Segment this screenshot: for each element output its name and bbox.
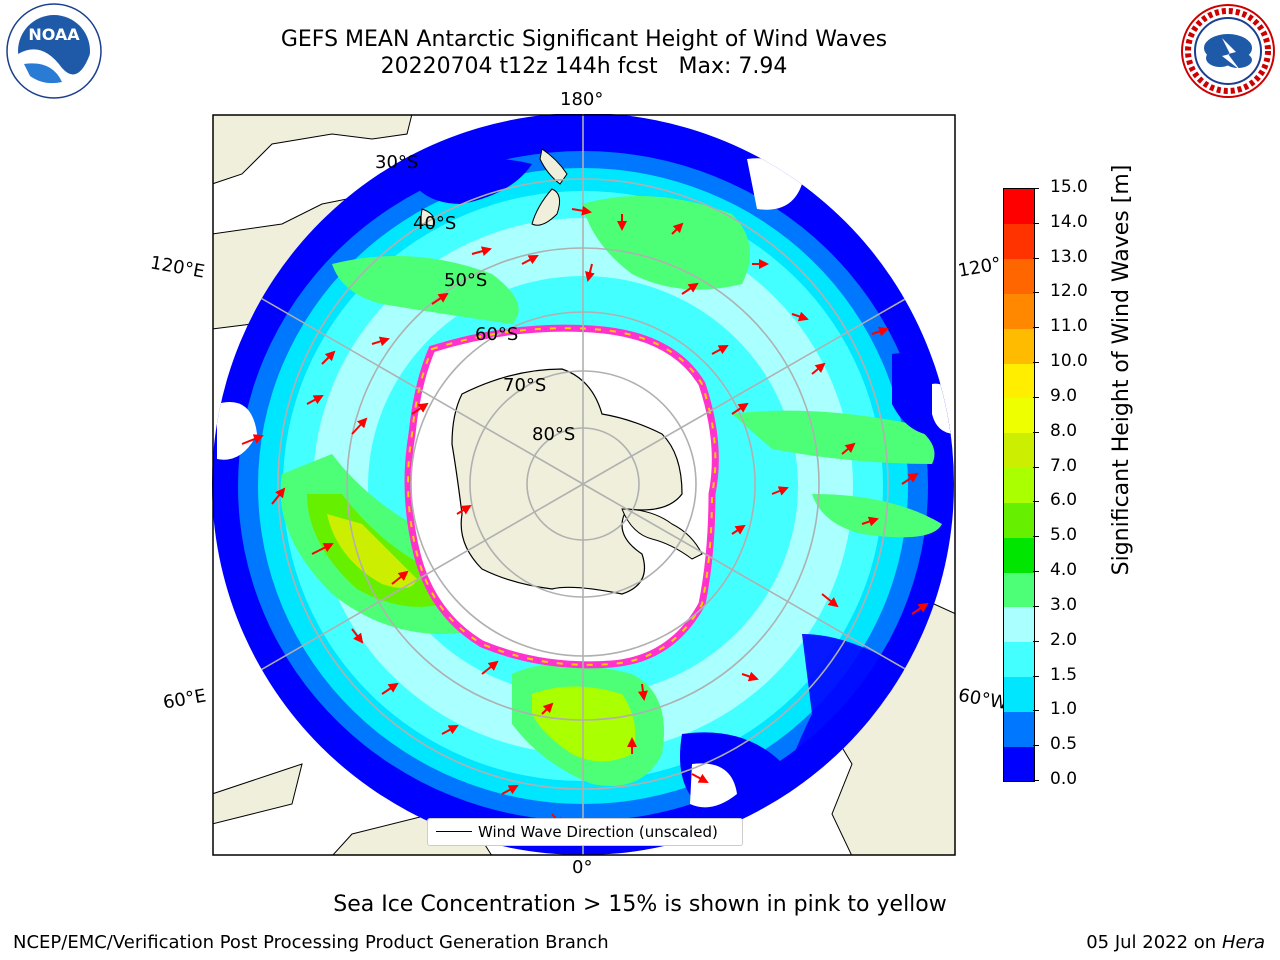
- colorbar-tick-mark: [1033, 292, 1039, 294]
- colorbar-tick-mark: [1033, 466, 1039, 468]
- colorbar-segment: [1004, 711, 1034, 747]
- colorbar-tick-mark: [1033, 257, 1039, 259]
- lat-label-30s: 30°S: [375, 152, 419, 173]
- colorbar-tick-mark: [1033, 780, 1039, 781]
- colorbar-segment: [1004, 293, 1034, 329]
- lat-label-40s: 40°S: [413, 213, 457, 234]
- colorbar-ticks: 0.0 0.5 1.0 1.5 2.0 3.0 4.0 5.0 6.0 7.0 8.0 9.0 10.0…: [1033, 0, 1096, 960]
- colorbar-tick-label: 5.0: [1050, 525, 1078, 546]
- colorbar-tick-label: 8.0: [1050, 420, 1078, 441]
- colorbar-segment: [1004, 467, 1034, 503]
- colorbar-tick-label: 11.0: [1050, 316, 1088, 337]
- legend-line-sample: [436, 831, 472, 832]
- colorbar-tick-mark: [1033, 745, 1039, 747]
- lon-label-60e: 60°E: [161, 685, 208, 714]
- colorbar-tick-mark: [1033, 571, 1039, 573]
- footer-date-text: 05 Jul 2022 on: [1086, 932, 1222, 953]
- colorbar-segment: [1004, 328, 1034, 364]
- colorbar-segment: [1004, 189, 1034, 225]
- colorbar-tick-label: 1.5: [1050, 664, 1078, 685]
- sea-ice-note: Sea Ice Concentration > 15% is shown in …: [333, 892, 947, 917]
- lat-label-80s: 80°S: [532, 424, 576, 445]
- lon-label-0: 0°: [572, 857, 593, 878]
- footer-branch: NCEP/EMC/Verification Post Processing Pr…: [13, 932, 609, 953]
- colorbar-tick-label: 10.0: [1050, 351, 1088, 372]
- colorbar-segment: [1004, 363, 1034, 399]
- page-title: GEFS MEAN Antarctic Significant Height o…: [280, 27, 888, 52]
- lon-label-120w: 120°: [956, 253, 1003, 282]
- colorbar-tick-label: 9.0: [1050, 385, 1078, 406]
- colorbar-segment: [1004, 223, 1034, 260]
- colorbar-tick-label: 2.0: [1050, 629, 1078, 650]
- colorbar-segment: [1004, 606, 1034, 643]
- colorbar-tick-label: 3.0: [1050, 594, 1078, 615]
- wave-direction-arrows: [241, 205, 929, 828]
- colorbar-tick-mark: [1033, 327, 1039, 329]
- colorbar-segment: [1004, 397, 1034, 434]
- colorbar-tick-label: 4.0: [1050, 560, 1078, 581]
- map-frame: [212, 114, 956, 856]
- colorbar-segment: [1004, 746, 1034, 782]
- colorbar-tick-mark: [1033, 222, 1039, 224]
- colorbar-tick-label: 14.0: [1050, 211, 1088, 232]
- colorbar-tick-mark: [1033, 640, 1039, 642]
- colorbar: [1003, 188, 1035, 782]
- colorbar-segment: [1004, 537, 1034, 573]
- polar-map: [212, 114, 956, 856]
- colorbar-tick-mark: [1033, 501, 1039, 503]
- colorbar-tick-mark: [1033, 536, 1039, 538]
- colorbar-tick-mark: [1033, 675, 1039, 677]
- noaa-logo-text: NOAA: [28, 25, 80, 44]
- lon-label-180: 180°: [560, 89, 604, 110]
- colorbar-tick-label: 15.0: [1050, 177, 1088, 197]
- colorbar-tick-label: 13.0: [1050, 246, 1088, 267]
- footer-date: 05 Jul 2022 on Hera: [1086, 932, 1265, 953]
- colorbar-tick-mark: [1033, 362, 1039, 364]
- colorbar-segment: [1004, 572, 1034, 608]
- colorbar-segment: [1004, 641, 1034, 678]
- lon-label-120e: 120°E: [148, 252, 207, 283]
- colorbar-segment: [1004, 676, 1034, 712]
- colorbar-title: Significant Height of Wind Waves [m]: [1109, 164, 1134, 576]
- map-legend: Wind Wave Direction (unscaled): [427, 818, 743, 846]
- colorbar-segment: [1004, 502, 1034, 538]
- lon-label-60w: 60°W: [956, 684, 1010, 715]
- lat-label-50s: 50°S: [444, 270, 488, 291]
- colorbar-tick-label: 6.0: [1050, 490, 1078, 511]
- colorbar-tick-label: 7.0: [1050, 455, 1078, 476]
- colorbar-tick-label: 12.0: [1050, 281, 1088, 302]
- nws-logo: [1181, 4, 1275, 98]
- colorbar-tick-mark: [1033, 188, 1039, 189]
- colorbar-tick-label: 0.0: [1050, 769, 1078, 789]
- colorbar-segment: [1004, 432, 1034, 469]
- legend-label: Wind Wave Direction (unscaled): [478, 823, 718, 841]
- graticule: [212, 114, 954, 855]
- noaa-logo: NOAA: [6, 3, 102, 99]
- colorbar-tick-mark: [1033, 710, 1039, 712]
- colorbar-tick-mark: [1033, 431, 1039, 433]
- colorbar-tick-label: 1.0: [1050, 699, 1078, 720]
- colorbar-tick-label: 0.5: [1050, 734, 1078, 755]
- colorbar-tick-mark: [1033, 396, 1039, 398]
- footer-host: Hera: [1221, 932, 1265, 953]
- lat-label-70s: 70°S: [503, 375, 547, 396]
- colorbar-tick-mark: [1033, 605, 1039, 607]
- page-subtitle: 20220704 t12z 144h fcst Max: 7.94: [380, 54, 788, 79]
- lat-label-60s: 60°S: [475, 324, 519, 345]
- colorbar-segment: [1004, 258, 1034, 294]
